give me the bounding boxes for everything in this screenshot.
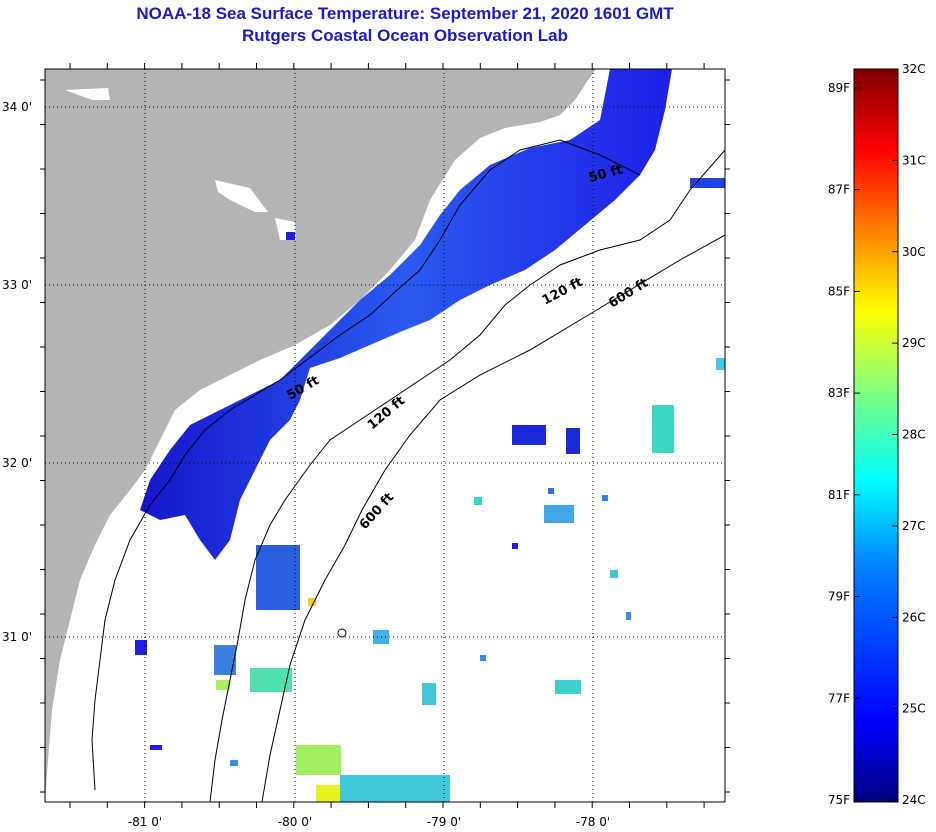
map-title: NOAA-18 Sea Surface Temperature: Septemb… [136,4,674,23]
graticule [45,69,725,802]
colorbar-c-label: 27C [902,519,926,533]
colorbar-c-label: 26C [902,610,926,624]
colorbar-ticks [854,68,898,801]
lat-label-33: 33 0' [2,278,32,292]
colorbar-c-label: 29C [902,336,926,350]
colorbar-fahrenheit-labels: 89F 87F 85F 83F 81F 79F 77F 75F [828,81,850,807]
lon-label-79: -79 0' [427,815,461,829]
colorbar-f-label: 83F [828,386,850,400]
lon-label-80: -80 0' [278,815,312,829]
colorbar-f-label: 75F [828,793,850,807]
colorbar-f-label: 87F [828,183,850,197]
lat-label-31: 31 0' [2,630,32,644]
colorbar-f-label: 89F [828,81,850,95]
colorbar-c-label: 28C [902,428,926,442]
colorbar-c-label: 30C [902,245,926,259]
colorbar-c-label: 25C [902,702,926,716]
colorbar-f-label: 85F [828,284,850,298]
lat-label-34: 34 0' [2,100,32,114]
contour-120ft [209,149,725,802]
colorbar-c-label: 32C [902,62,926,76]
lake-sst-patch [286,232,295,240]
sst-patches [135,178,725,802]
colorbar-f-label: 79F [828,590,850,604]
colorbar [853,68,899,803]
land-mass [45,69,596,802]
contour-600ft [261,234,725,802]
colorbar-f-label: 81F [828,488,850,502]
inland-water-speck [65,88,296,240]
colorbar-celsius-labels: 32C 31C 30C 29C 28C 27C 26C 25C 24C [902,62,926,807]
lon-label-78: -78 0' [576,815,610,829]
colorbar-c-label: 24C [902,793,926,807]
axis-ticks [40,63,730,808]
lat-label-32: 32 0' [2,456,32,470]
contour-50ft [91,139,641,791]
colorbar-f-label: 77F [828,691,850,705]
map-subtitle: Rutgers Coastal Ocean Observation Lab [242,26,568,45]
sst-cold-band [140,69,672,560]
lon-label-81: -81 0' [128,815,162,829]
colorbar-c-label: 31C [902,153,926,167]
